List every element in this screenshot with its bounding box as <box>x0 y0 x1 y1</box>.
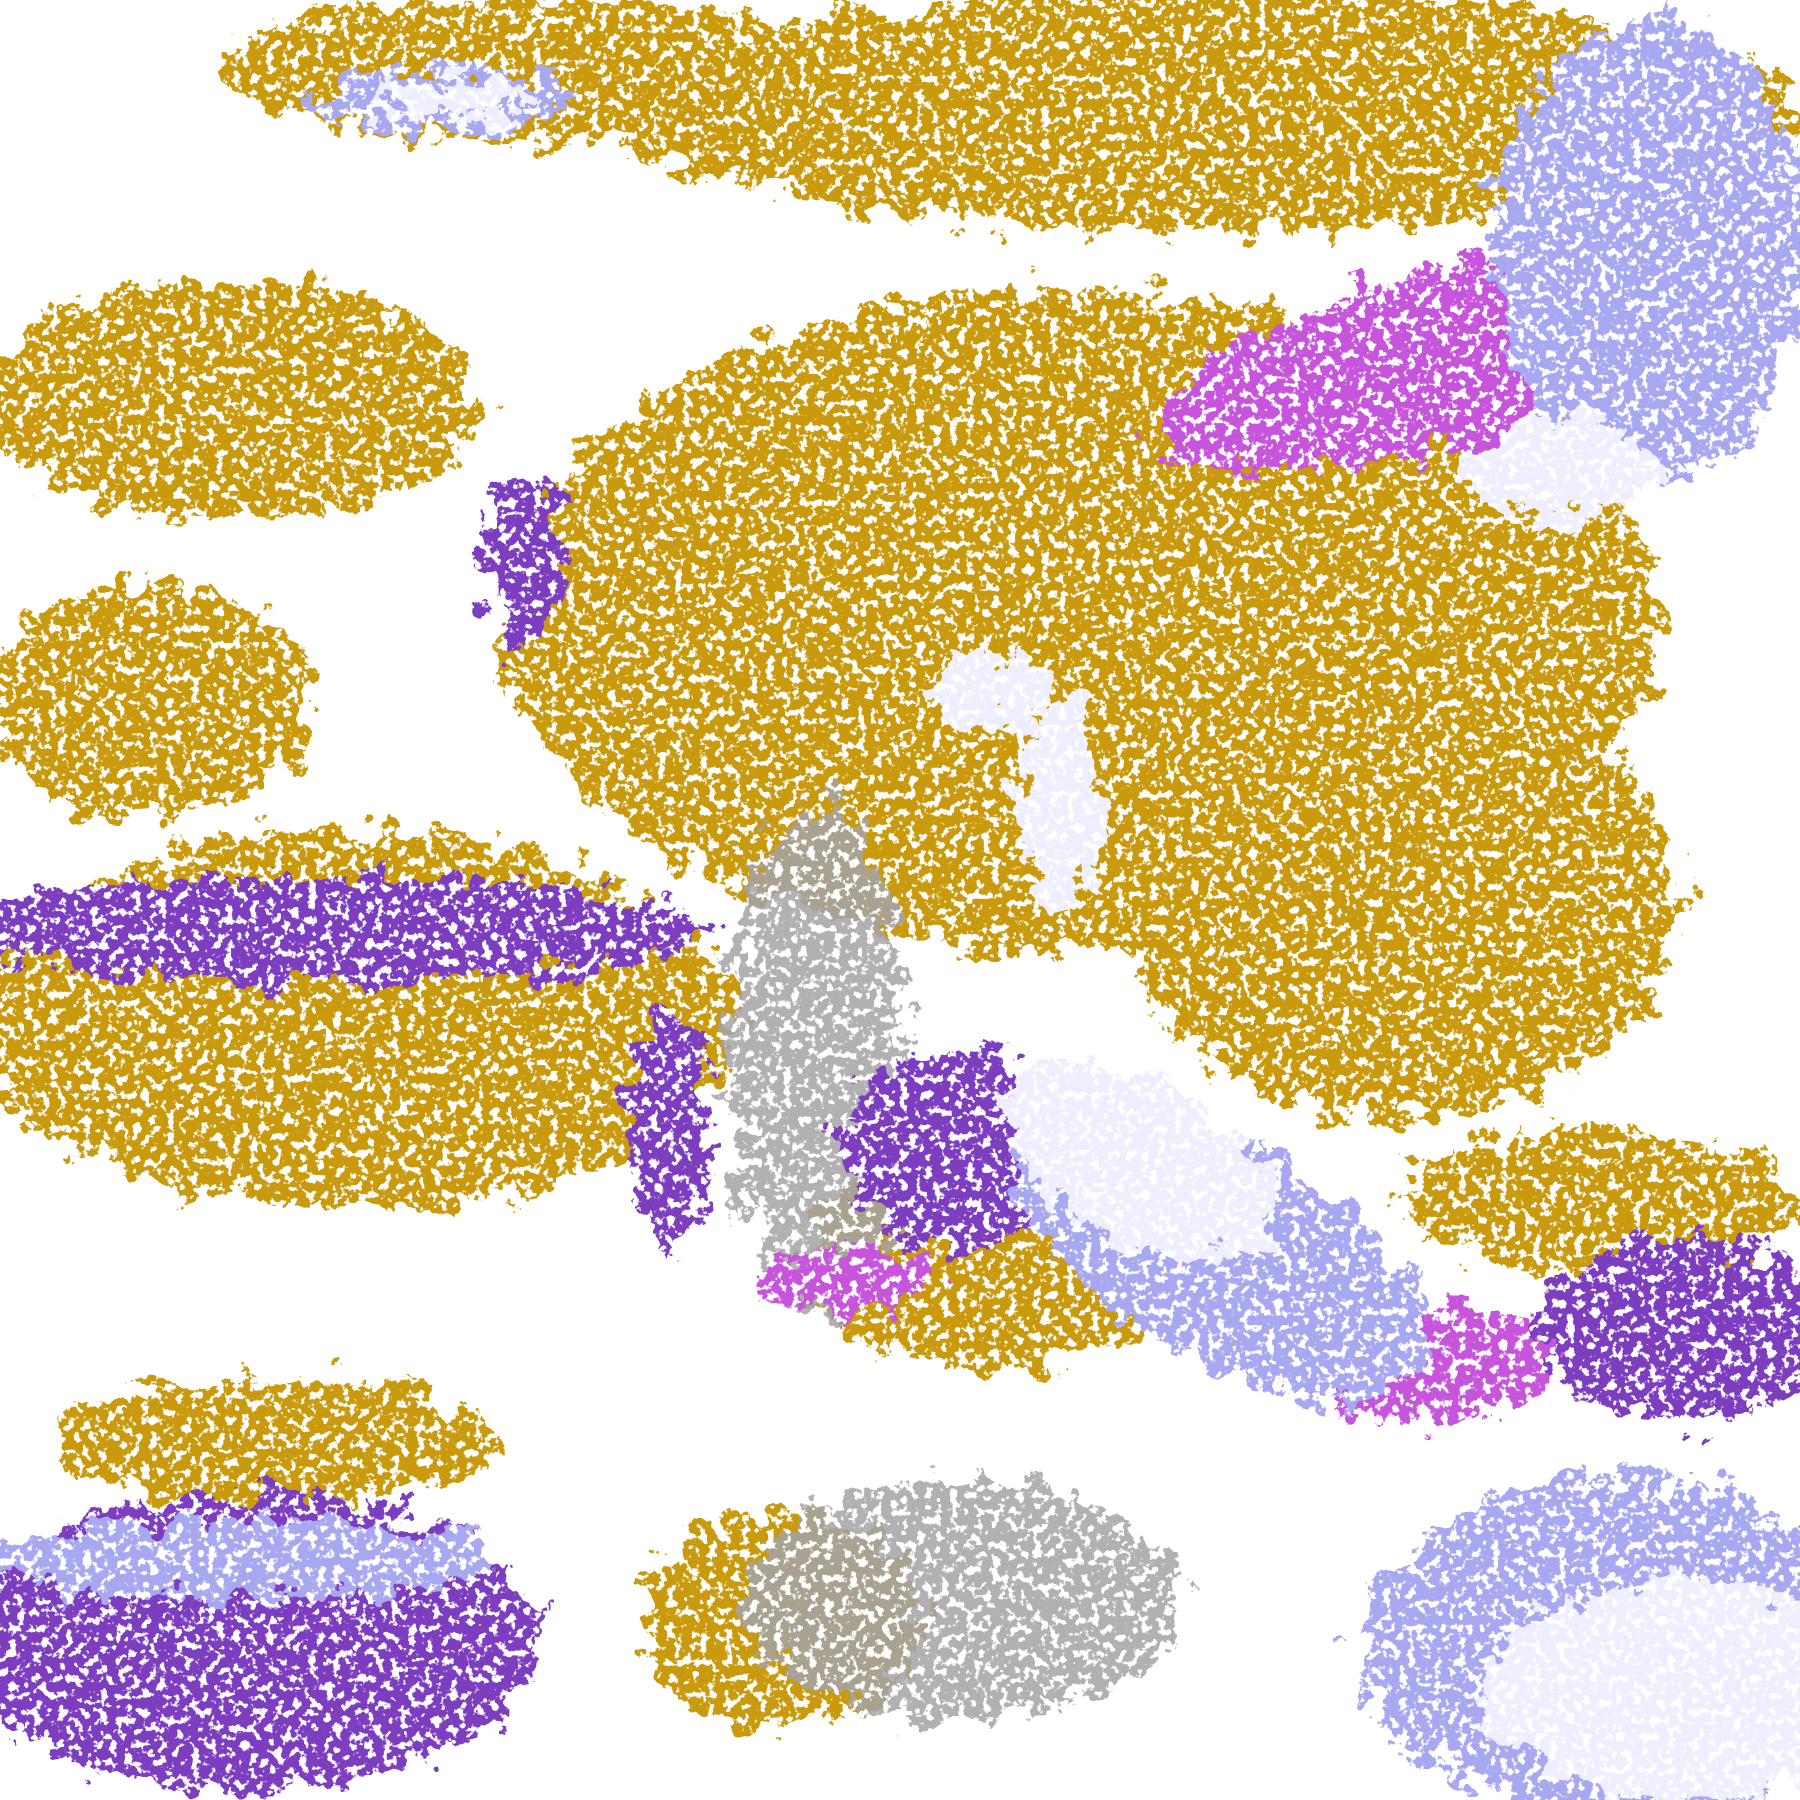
gap-texture <box>0 0 1800 1800</box>
map-canvas <box>0 0 1800 1800</box>
satellite-map <box>0 0 1800 1800</box>
clear-sky-gaps <box>0 0 1800 1800</box>
